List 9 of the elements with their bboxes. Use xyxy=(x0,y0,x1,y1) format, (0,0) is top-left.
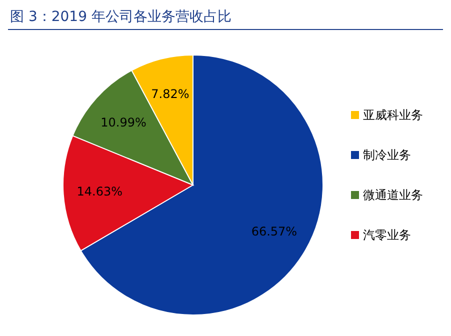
legend-label: 亚威科业务 xyxy=(363,108,423,122)
legend-label: 汽零业务 xyxy=(363,228,411,242)
data-label: 66.57% xyxy=(251,224,298,239)
legend-label: 制冷业务 xyxy=(363,148,411,162)
chart-title: 图 3：2019 年公司各业务营收占比 xyxy=(9,8,232,27)
data-label: 10.99% xyxy=(100,115,146,130)
data-label: 7.82% xyxy=(151,87,190,102)
data-label: 14.63% xyxy=(76,184,123,199)
legend-label: 微通道业务 xyxy=(363,188,423,202)
